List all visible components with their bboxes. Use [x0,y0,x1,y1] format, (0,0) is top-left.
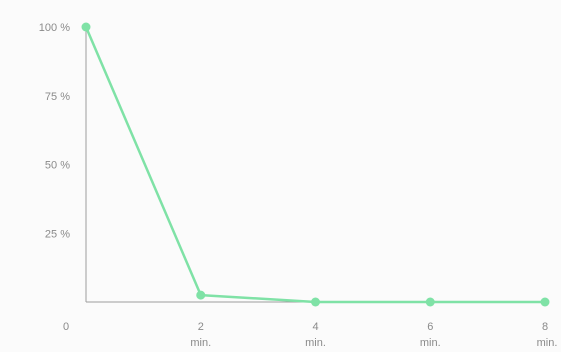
data-point [540,297,550,307]
y-tick-label: 75 % [45,91,70,103]
x-tick-label: 6 [427,321,433,333]
x-tick-unit-label: min. [305,337,326,349]
x-axis-tick-labels: 0 2 min. 4 min. 6 min. 8 min. [63,321,557,349]
data-point [311,297,320,307]
x-tick-label: 4 [312,321,318,333]
series-line [84,25,547,304]
x-tick-unit-label: min. [537,337,558,349]
y-tick-label: 25 % [45,228,70,240]
x-tick-unit-label: min. [420,337,441,349]
data-point [196,290,206,300]
x-tick-label: 2 [198,321,204,333]
data-point [81,22,91,32]
data-point [425,297,435,307]
series-points [81,22,550,307]
x-tick-label: 0 [63,321,69,333]
x-tick-label: 8 [542,321,548,333]
series-lines [84,25,547,304]
y-tick-label: 50 % [45,160,70,172]
x-tick-unit-label: min. [190,337,211,349]
y-tick-label: 100 % [39,22,70,34]
y-axis-tick-labels: 100 % 75 % 50 % 25 % [39,22,70,240]
